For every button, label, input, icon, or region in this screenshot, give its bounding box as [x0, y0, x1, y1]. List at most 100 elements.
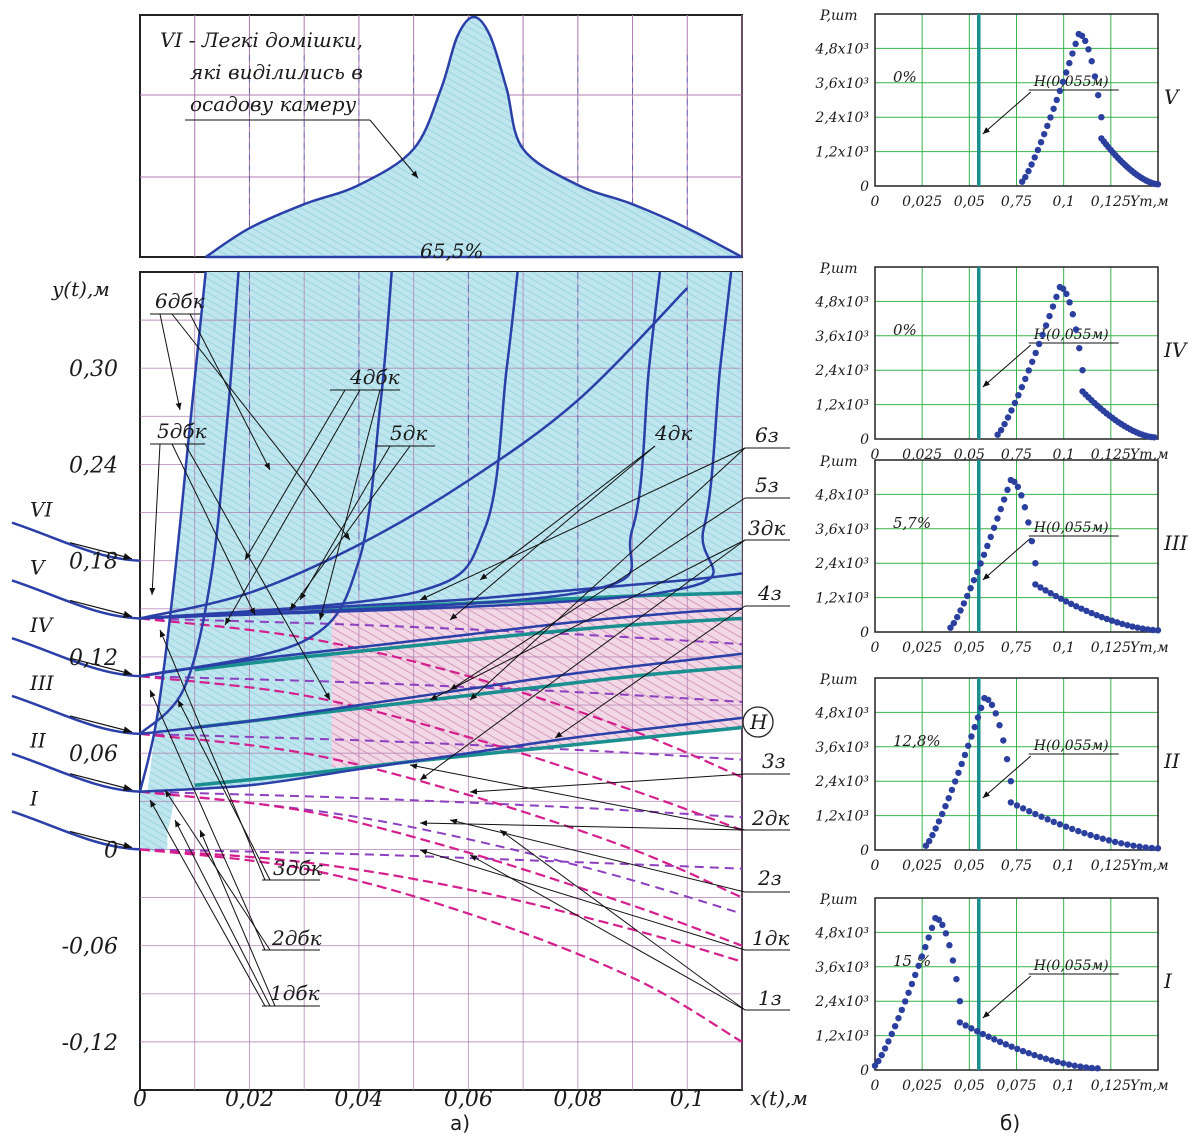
hist-point — [1111, 838, 1119, 846]
hist-point — [1053, 96, 1060, 104]
h-marker-label: H — [749, 710, 768, 734]
hist-point — [980, 551, 988, 558]
leader-line — [224, 389, 361, 626]
top-distribution-panel: VI - Легкі домішки, які виділились в оса… — [139, 14, 743, 263]
hist-point — [1066, 299, 1073, 306]
hist-point — [922, 943, 929, 951]
ann-4dk: 4дк — [654, 421, 692, 445]
hist-point — [905, 989, 912, 996]
main-y-tick: -0,06 — [62, 935, 118, 960]
hist-point — [1154, 627, 1162, 634]
annotation-line-1: VI - Легкі домішки, — [160, 28, 363, 52]
hist-point — [949, 957, 957, 964]
hist-ylabel: P,шт — [819, 8, 858, 24]
hist-point — [1049, 303, 1057, 310]
ann-4dbk: 4дбк — [349, 365, 400, 389]
ann-3dbk: 3дбк — [273, 856, 323, 880]
hist-y-tick: 3,6x10³ — [815, 740, 869, 756]
leader-line — [159, 629, 266, 881]
hist-point — [1013, 802, 1021, 809]
subfigure-label-a: а) — [450, 1111, 470, 1135]
leader-line — [419, 539, 746, 781]
hist-h-label: H(0,055м) — [1033, 520, 1109, 536]
hist-point — [1098, 114, 1105, 121]
hist-y-tick: 3,6x10³ — [815, 960, 869, 976]
hist-point — [964, 742, 972, 749]
hist-point — [935, 818, 943, 825]
hist-point — [878, 1051, 885, 1059]
hist-point — [967, 584, 974, 592]
hist-point — [1093, 611, 1100, 619]
inlet-label-III: III — [29, 671, 55, 695]
hist-point — [1004, 486, 1011, 494]
hist-point — [928, 924, 936, 932]
hist-x-tick: 0,125 — [1091, 640, 1131, 656]
inlet-arrow-I — [69, 830, 133, 849]
hist-point — [957, 607, 964, 614]
ann-5z: 5з — [755, 473, 779, 497]
hist-point — [871, 1062, 879, 1069]
hist-point — [1019, 805, 1027, 812]
hist-y-tick: 1,2x10³ — [815, 398, 869, 414]
hist-x-tick: 0,1 — [1053, 1078, 1075, 1094]
hist-point — [974, 568, 981, 576]
hist-point — [1098, 613, 1105, 621]
hist-point — [1046, 312, 1053, 320]
leader-line — [499, 829, 746, 1011]
hist-percent: 5,7% — [893, 514, 931, 532]
hist-point — [955, 769, 962, 776]
hist-point — [888, 1030, 895, 1038]
ann-6z: 6з — [755, 423, 779, 447]
light-trajectory — [139, 716, 743, 793]
hist-point — [1018, 178, 1026, 185]
leader-line — [449, 445, 656, 621]
hist-x-tick: 0,125 — [1091, 1078, 1131, 1094]
hist-point — [1105, 837, 1113, 844]
hist-point — [1022, 173, 1029, 181]
hist-point — [990, 524, 998, 531]
hist-y-tick: 2,4x10³ — [814, 363, 869, 379]
hist-ylabel: P,шт — [819, 672, 858, 688]
hist-x-tick: 0,025 — [902, 447, 942, 463]
hist-point — [1149, 626, 1157, 634]
hist-y-tick: 4,8x10³ — [814, 705, 869, 721]
heavy-trajectory — [139, 848, 743, 963]
inlet-arrow-VI — [69, 542, 133, 561]
hist-point — [1029, 358, 1036, 365]
ann-5dk: 5дк — [390, 421, 427, 445]
inlet-arrow-II — [69, 773, 133, 792]
hist-y-tick: 0 — [860, 843, 869, 859]
hist-section-label: IV — [1163, 338, 1189, 362]
hist-section-label: III — [1163, 531, 1189, 555]
hist-point — [1129, 623, 1136, 630]
hist-point — [1072, 326, 1080, 333]
curve-annotations: 6дбк 5дбк 4дбк 5дк 4дк 3дбк 2дбк 1дбк 6з… — [155, 289, 789, 1010]
ann-2dbk: 2дбк — [271, 926, 322, 950]
hist-point — [1050, 818, 1057, 826]
hist-x-tick: 0,05 — [954, 1078, 985, 1094]
hist-point — [1007, 778, 1015, 785]
histogram-III: 0 1,2x10³ 2,4x10³ 3,6x10³ 4,8x10³ 0 0,025 0,05 0… — [814, 454, 1188, 656]
histogram-II: 0 1,2x10³ 2,4x10³ 3,6x10³ 4,8x10³ 0 0,025 0,05 0… — [814, 672, 1180, 874]
light-trajectory — [139, 607, 743, 678]
hist-h-label: H(0,055м) — [1033, 327, 1109, 343]
hist-point — [1042, 1055, 1050, 1062]
dashed-trajectory — [139, 848, 743, 870]
hist-point — [1021, 504, 1029, 511]
hist-point — [1015, 391, 1022, 399]
leader-line — [419, 849, 746, 951]
hist-y-tick: 1,2x10³ — [815, 145, 869, 161]
hist-ylabel: P,шт — [819, 261, 858, 277]
hist-point — [1076, 344, 1083, 352]
hist-point — [1094, 1065, 1101, 1072]
histogram-IV: 0 1,2x10³ 2,4x10³ 3,6x10³ 4,8x10³ 0 0,025 0,05 0… — [814, 261, 1188, 463]
hist-x-tick: 0,125 — [1091, 858, 1131, 874]
hist-point — [1007, 799, 1015, 806]
leader-line — [149, 443, 161, 596]
main-y-tick: 0,24 — [69, 453, 118, 478]
hist-point — [1057, 595, 1065, 602]
subfigure-label-b: б) — [1000, 1111, 1020, 1135]
hist-point — [1094, 91, 1102, 99]
hist-x-tick: 0,025 — [902, 194, 942, 210]
hist-frame — [874, 266, 1159, 440]
